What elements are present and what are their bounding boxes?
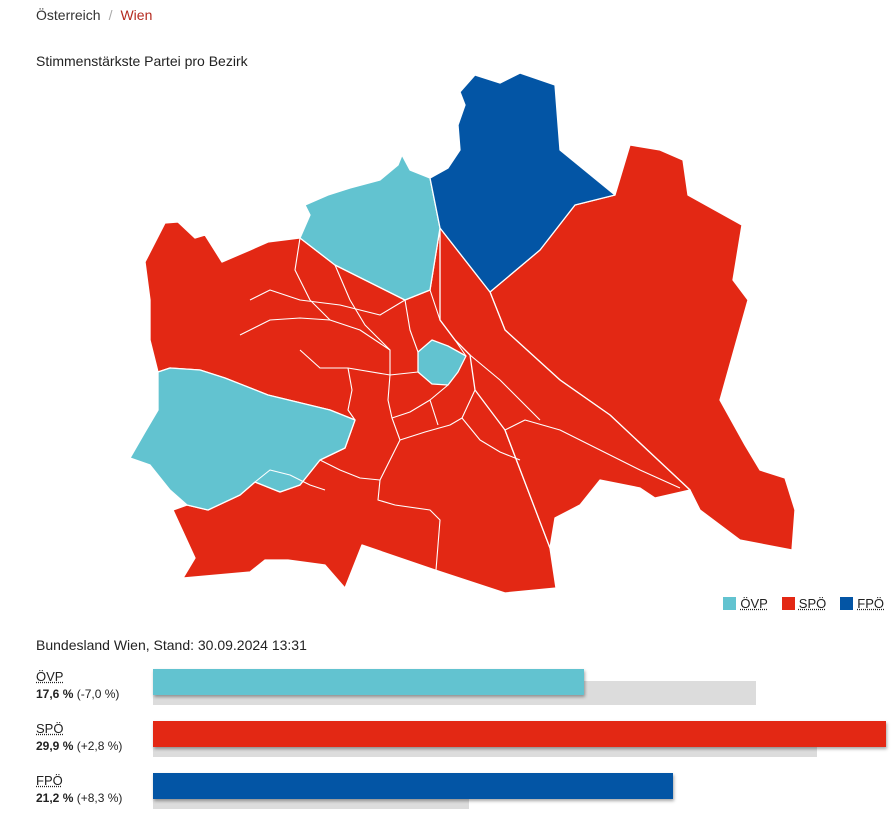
- district-border: [249, 289, 406, 316]
- results-subtitle: Bundesland Wien, Stand: 30.09.2024 13:31: [36, 637, 307, 653]
- district-border: [391, 384, 449, 419]
- legend-label: SPÖ: [798, 596, 827, 611]
- district-border: [239, 317, 391, 351]
- district-border: [429, 399, 439, 426]
- map-region-oevp-center[interactable]: [417, 339, 467, 386]
- party-bar-area: [153, 721, 886, 761]
- party-row-fpoe: FPÖ 21,2 % (+8,3 %): [36, 773, 886, 813]
- party-percent: 17,6 %: [36, 687, 74, 701]
- district-border: [504, 419, 681, 489]
- legend-item-spoe[interactable]: SPÖ: [781, 596, 827, 611]
- map-title: Stimmenstärkste Partei pro Bezirk: [36, 53, 248, 69]
- legend-item-fpoe[interactable]: FPÖ: [840, 596, 884, 611]
- district-border: [319, 459, 381, 481]
- party-name[interactable]: FPÖ: [36, 773, 63, 788]
- party-result: 21,2 % (+8,3 %): [36, 791, 122, 805]
- party-result: 29,9 % (+2,8 %): [36, 739, 122, 753]
- party-percent: 21,2 %: [36, 791, 74, 805]
- district-border: [461, 417, 521, 461]
- map-region-fpoe-north[interactable]: [429, 72, 616, 293]
- party-change: (+8,3 %): [76, 791, 123, 805]
- party-row-spoe: SPÖ 29,9 % (+2,8 %): [36, 721, 886, 761]
- breadcrumb-home-link[interactable]: Österreich: [36, 7, 101, 23]
- party-name[interactable]: ÖVP: [36, 669, 64, 684]
- party-row-oevp: ÖVP 17,6 % (-7,0 %): [36, 669, 886, 709]
- party-result: 17,6 % (-7,0 %): [36, 687, 119, 701]
- district-border: [377, 374, 441, 571]
- vienna-district-map: [129, 72, 796, 594]
- legend-swatch-fpoe: [840, 597, 854, 610]
- legend-label: FPÖ: [857, 596, 884, 611]
- current-result-bar: [153, 669, 585, 695]
- current-result-bar: [153, 721, 886, 747]
- district-border: [429, 289, 467, 357]
- breadcrumb-separator: /: [108, 7, 113, 23]
- legend-label: ÖVP: [740, 596, 768, 611]
- legend-item-oevp[interactable]: ÖVP: [723, 596, 768, 611]
- breadcrumb-current: Wien: [120, 7, 153, 23]
- party-bar-area: [153, 773, 886, 813]
- party-name[interactable]: SPÖ: [36, 721, 64, 736]
- district-border: [347, 367, 356, 421]
- district-border: [399, 389, 476, 441]
- district-border: [469, 354, 541, 421]
- legend-swatch-spoe: [781, 597, 795, 610]
- district-border: [254, 469, 326, 491]
- district-border: [294, 237, 331, 321]
- legend-swatch-oevp: [723, 597, 737, 610]
- district-border: [334, 264, 391, 375]
- breadcrumb: Österreich / Wien: [36, 7, 152, 23]
- district-border: [404, 299, 419, 353]
- party-bar-area: [153, 669, 886, 709]
- current-result-bar: [153, 773, 673, 799]
- party-change: (+2,8 %): [76, 739, 123, 753]
- map-region-spoe-middle[interactable]: [439, 227, 691, 549]
- map-legend: ÖVP SPÖ FPÖ: [723, 596, 884, 611]
- party-percent: 29,9 %: [36, 739, 74, 753]
- map-region-oevp-north[interactable]: [299, 154, 441, 301]
- party-change: (-7,0 %): [76, 687, 120, 701]
